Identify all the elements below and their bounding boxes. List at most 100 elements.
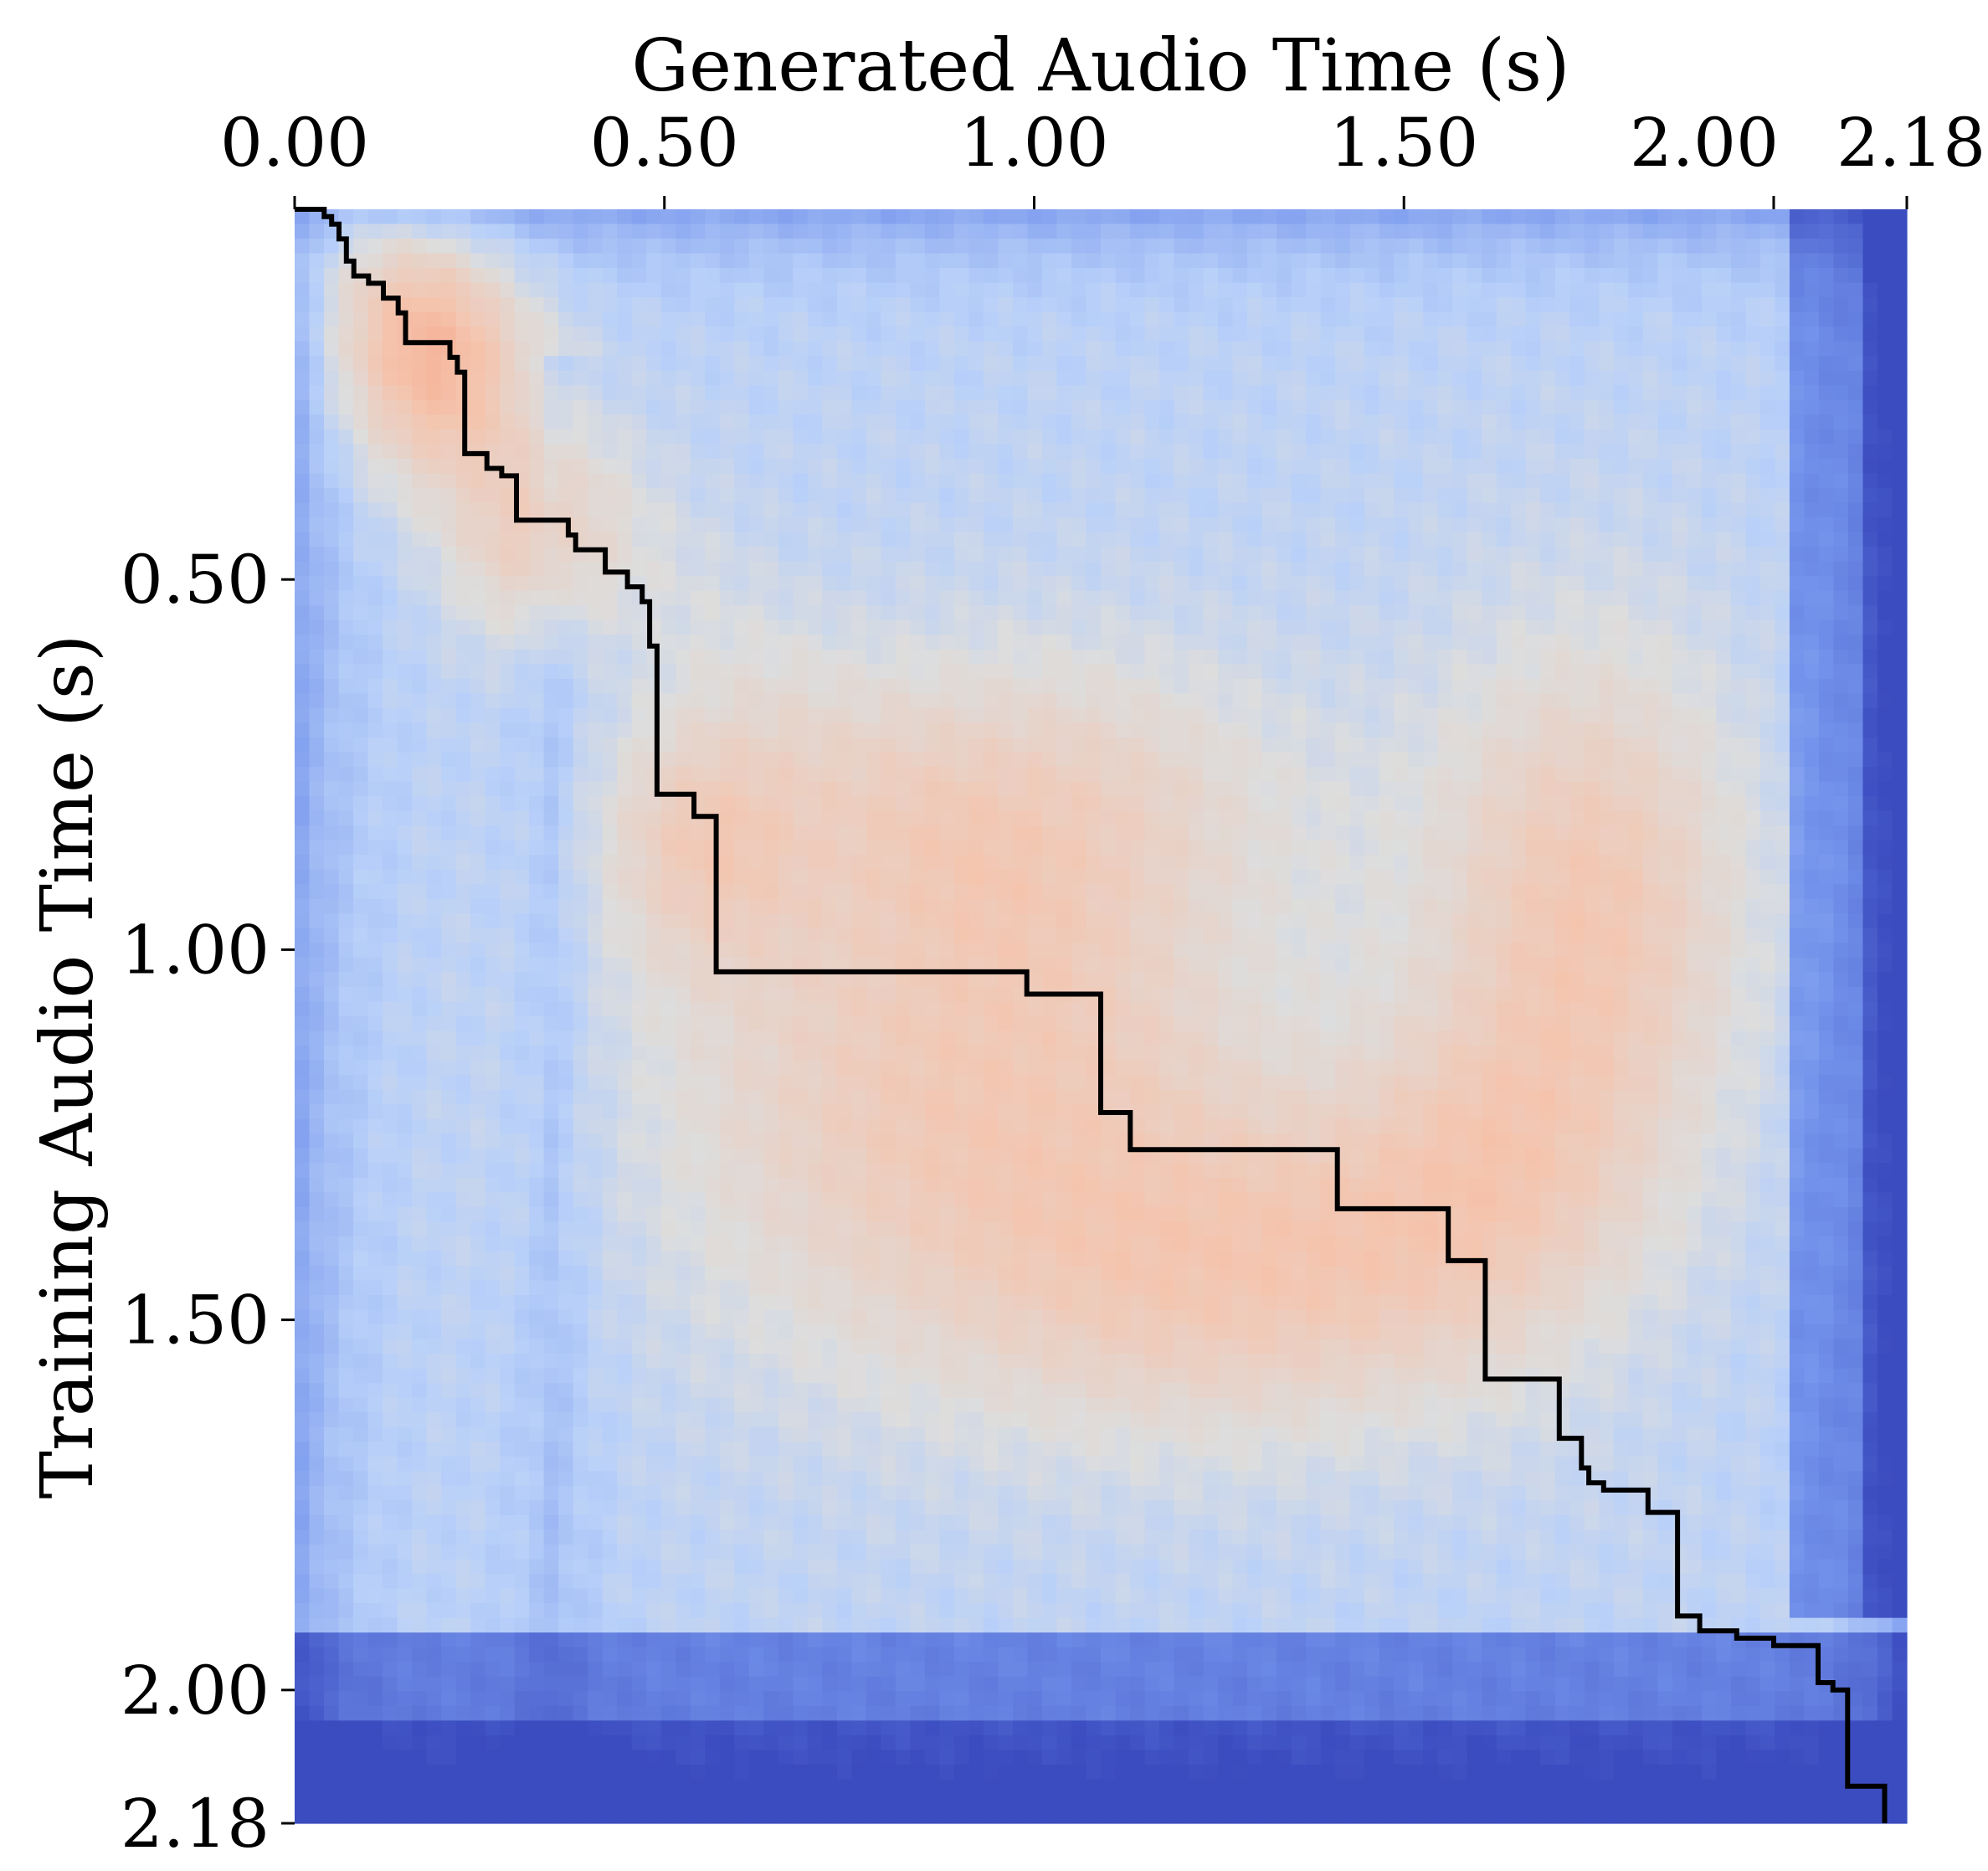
heatmap-cell [1189,767,1204,782]
heatmap-cell [368,722,383,738]
heatmap-cell [1878,517,1893,532]
heatmap-cell [1086,650,1101,665]
heatmap-cell [1687,414,1702,429]
heatmap-cell [1335,473,1350,488]
heatmap-cell [1760,693,1775,708]
heatmap-cell [573,503,588,518]
heatmap-cell [456,283,471,298]
heatmap-cell [1716,635,1731,650]
heatmap-cell [485,400,501,415]
heatmap-cell [1555,239,1570,254]
heatmap-cell [705,767,720,782]
heatmap-cell [1848,312,1863,327]
heatmap-cell [544,693,559,708]
heatmap-cell [881,473,896,488]
heatmap-cell [412,664,427,679]
heatmap-cell [1116,385,1131,400]
heatmap-cell [691,722,706,738]
heatmap-cell [1482,620,1497,635]
heatmap-cell [1321,224,1336,239]
heatmap-cell [1555,326,1570,342]
heatmap-cell [1262,782,1277,797]
heatmap-cell [954,444,969,459]
heatmap-cell [368,738,383,753]
heatmap-cell [1745,840,1760,856]
heatmap-cell [1321,767,1336,782]
heatmap-cell [1247,605,1262,620]
heatmap-cell [1364,283,1379,298]
heatmap-cell [808,414,823,429]
heatmap-cell [705,429,720,445]
heatmap-cell [1862,342,1878,357]
heatmap-cell [881,796,896,811]
heatmap-cell [1247,268,1262,283]
heatmap-cell [1599,767,1614,782]
heatmap-cell [632,414,647,429]
heatmap-cell [1878,722,1893,738]
heatmap-cell [984,224,999,239]
heatmap-cell [558,342,573,357]
heatmap-cell [984,796,999,811]
heatmap-cell [1540,738,1555,753]
heatmap-cell [1628,224,1643,239]
heatmap-cell [851,283,866,298]
heatmap-cell [1569,444,1585,459]
heatmap-cell [1071,693,1086,708]
heatmap-cell [1804,547,1819,562]
heatmap-cell [1526,385,1541,400]
heatmap-cell [1687,459,1702,474]
heatmap-cell [1364,650,1379,665]
heatmap-cell [691,503,706,518]
heatmap-cell [1086,532,1101,547]
heatmap-cell [1321,503,1336,518]
heatmap-cell [822,796,837,811]
heatmap-cell [1159,782,1174,797]
heatmap-cell [1116,224,1131,239]
heatmap-cell [544,782,559,797]
heatmap-cell [1497,620,1512,635]
heatmap-cell [1321,722,1336,738]
heatmap-cell [398,239,413,254]
heatmap-cell [617,297,632,312]
heatmap-cell [1760,385,1775,400]
heatmap-cell [661,254,676,269]
heatmap-cell [720,224,735,239]
heatmap-cell [529,620,544,635]
heatmap-cell [339,297,354,312]
heatmap-cell [1643,414,1658,429]
heatmap-cell [1189,782,1204,797]
heatmap-cell [1292,371,1307,386]
heatmap-cell [515,620,530,635]
heatmap-cell [749,562,764,577]
heatmap-cell [1599,650,1614,665]
heatmap-cell [1614,753,1629,768]
heatmap-cell [1262,591,1277,606]
heatmap-cell [1159,722,1174,738]
heatmap-cell [529,400,544,415]
heatmap-cell [1862,650,1878,665]
heatmap-cell [1204,283,1219,298]
heatmap-cell [1760,517,1775,532]
heatmap-cell [793,371,808,386]
heatmap-cell [470,488,485,503]
heatmap-cell [1262,342,1277,357]
heatmap-cell [588,400,603,415]
heatmap-cell [1292,635,1307,650]
heatmap-cell [1555,811,1570,826]
heatmap-cell [1833,356,1848,371]
heatmap-cell [1790,254,1805,269]
heatmap-cell [1878,459,1893,474]
heatmap-cell [1086,297,1101,312]
heatmap-cell [427,297,442,312]
heatmap-cell [1702,517,1717,532]
heatmap-cell [1218,840,1233,856]
heatmap-cell [676,620,691,635]
heatmap-cell [1643,239,1658,254]
heatmap-cell [676,679,691,694]
heatmap-cell [866,342,881,357]
heatmap-cell [1569,503,1585,518]
heatmap-cell [1862,356,1878,371]
heatmap-cell [617,870,632,885]
heatmap-cell [1878,576,1893,591]
heatmap-cell [339,547,354,562]
